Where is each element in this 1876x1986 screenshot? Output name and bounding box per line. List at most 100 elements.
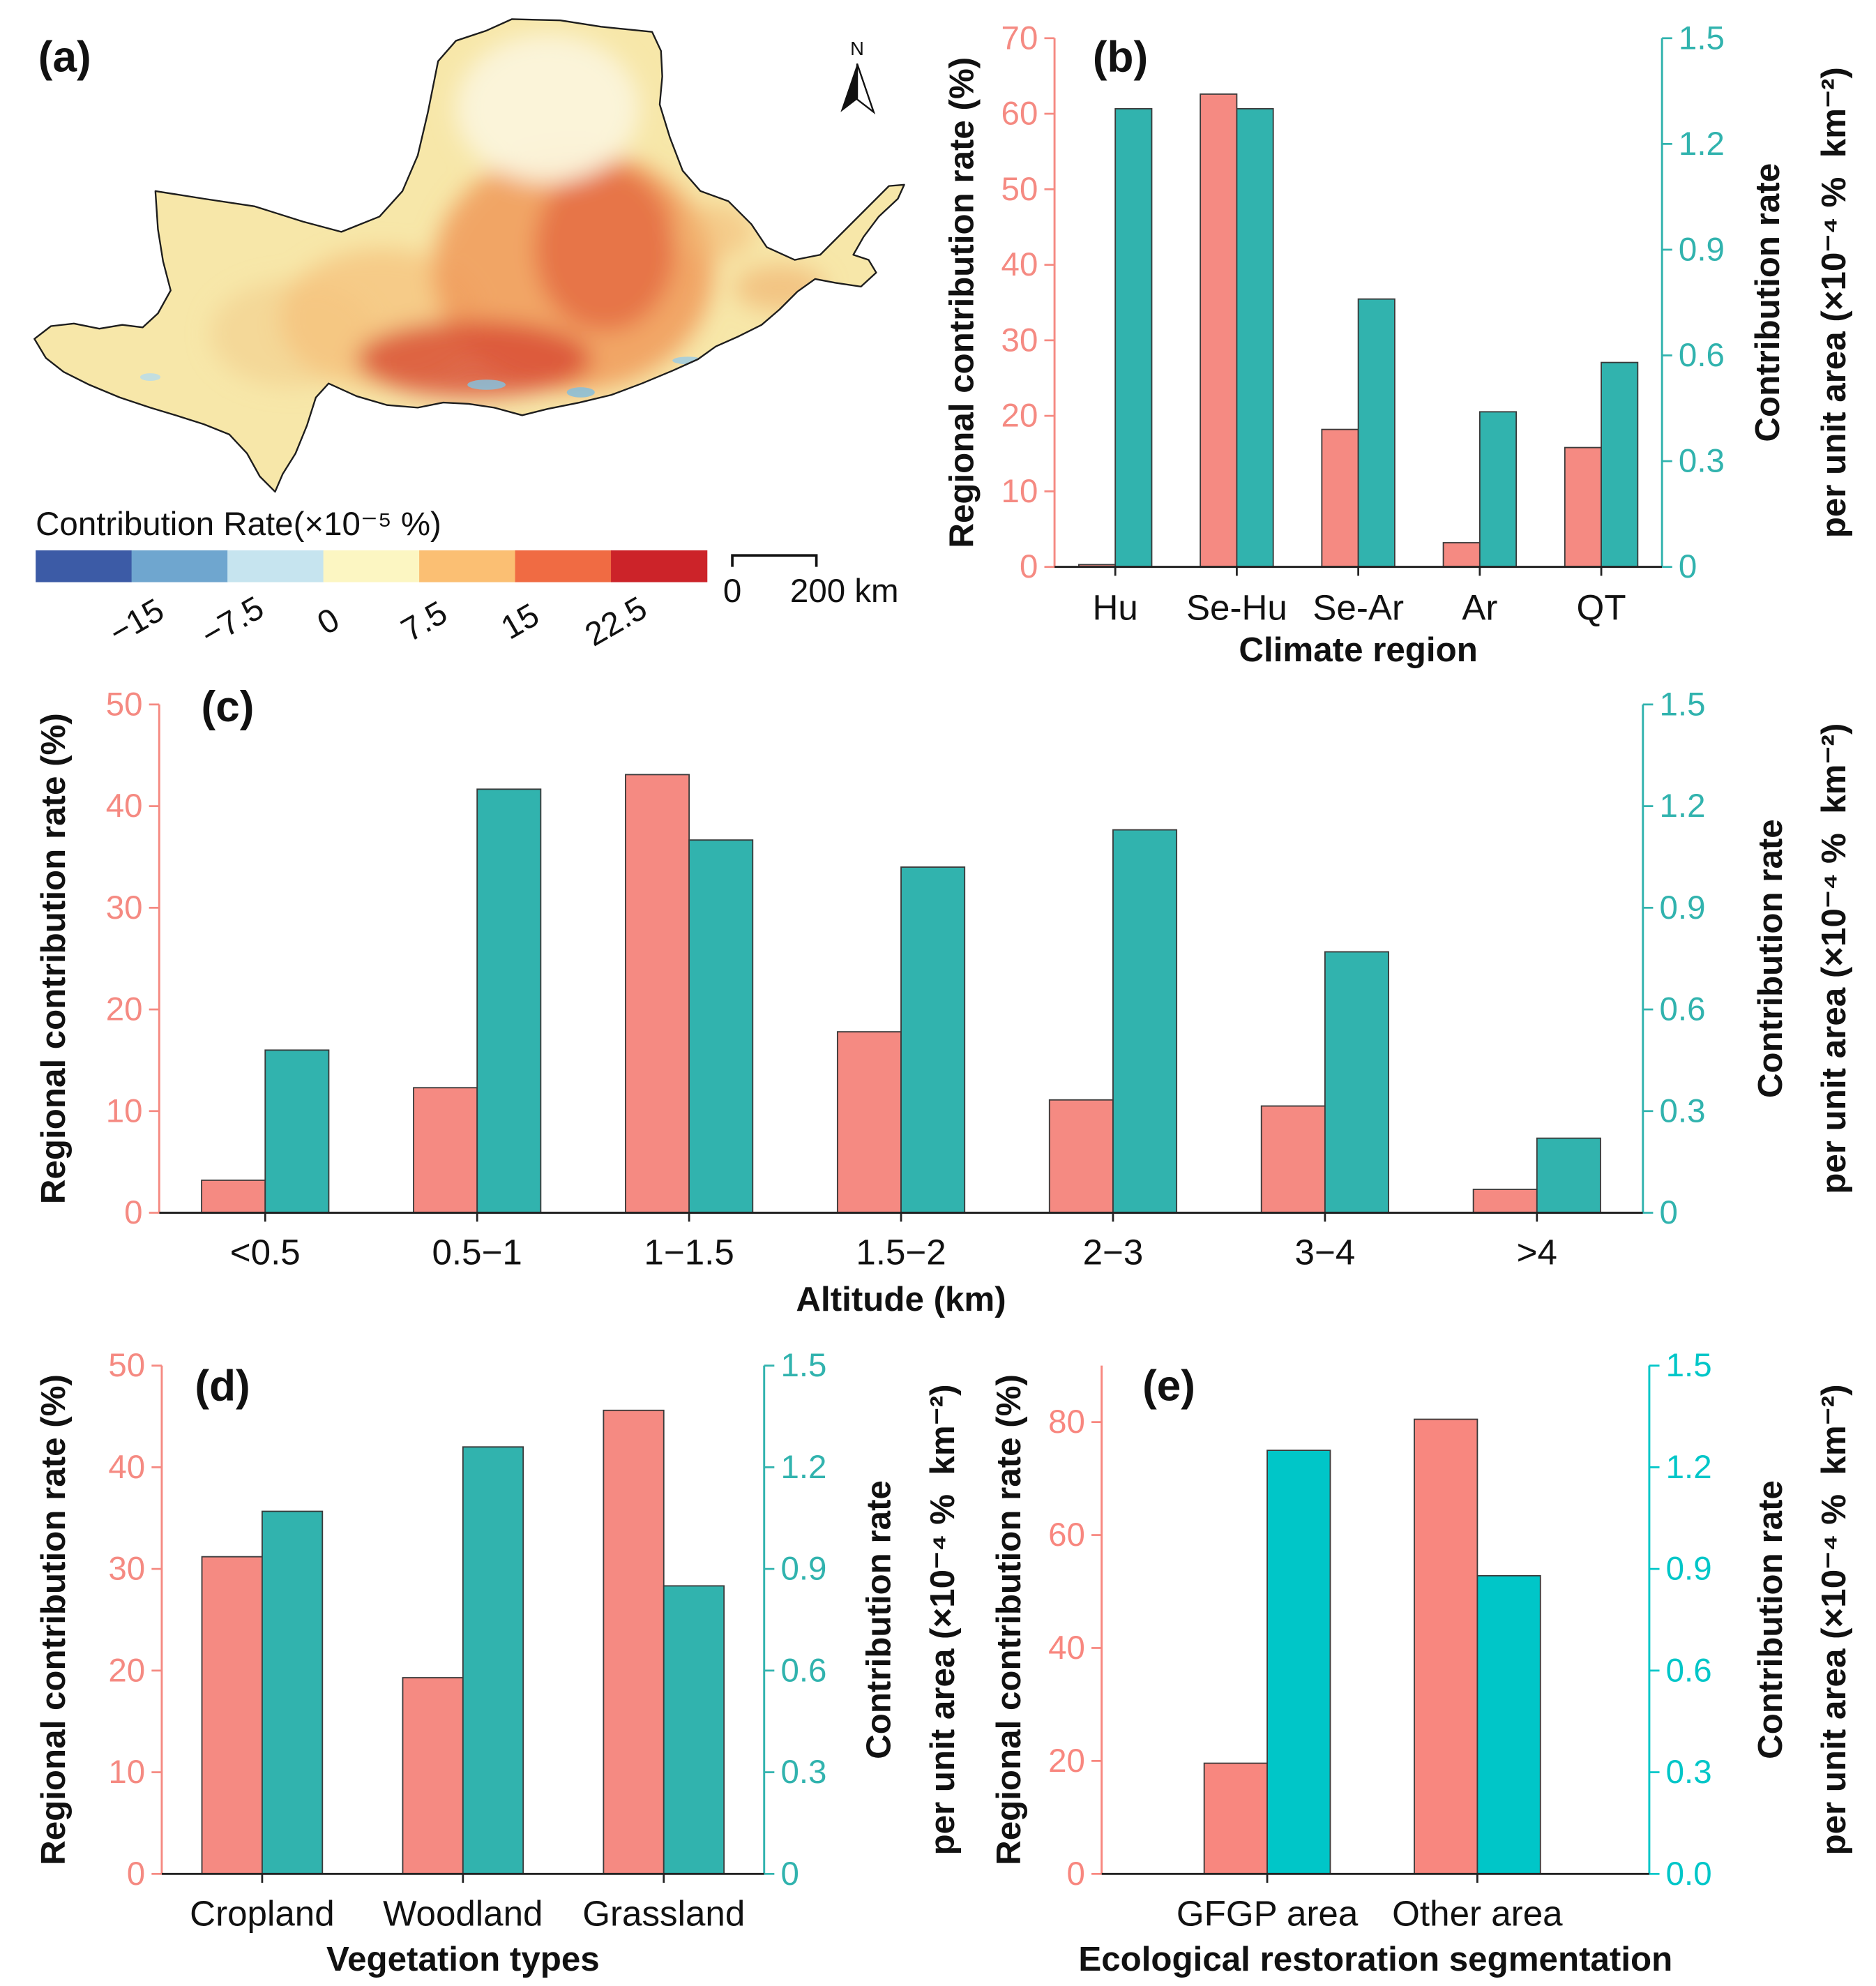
category-label: <0.5 (230, 1233, 301, 1272)
right-y-tick-label: 1.5 (780, 1347, 826, 1384)
colorbar-segment (323, 550, 420, 582)
bar-regional-contribution-rate (201, 1179, 266, 1214)
north-label: N (850, 38, 864, 59)
bar-regional-contribution-rate (603, 1409, 665, 1875)
category-label: 2−3 (1083, 1233, 1144, 1272)
right-y-tick-label: 0.9 (1679, 231, 1725, 268)
bar-regional-contribution-rate (1048, 1099, 1114, 1214)
scale-bar-start-label: 0 (723, 573, 741, 610)
north-arrow-right-half (856, 63, 876, 115)
right-y-tick-label: 0.0 (1666, 1856, 1712, 1893)
x-axis-label: Altitude (km) (796, 1280, 1006, 1318)
right-y-tick-label: 0.6 (780, 1652, 826, 1689)
bar-contribution-rate-per-unit-area (1601, 361, 1639, 568)
bar-contribution-rate-per-unit-area (688, 839, 754, 1214)
map-shading-east-lobe (733, 264, 826, 311)
right-y-tick-label: 0.3 (1666, 1754, 1712, 1791)
right-y-tick-label: 1.2 (1666, 1449, 1712, 1486)
right-y-tick-label: 1.2 (1679, 126, 1725, 163)
panel-label: (e) (1142, 1362, 1195, 1410)
colorbar-tick-label: 22.5 (579, 589, 653, 654)
panel-e-restoration-chart: GFGP area Other area 0 20 40 60 80 0.0 0.3 0.6 0.9… (990, 1347, 1853, 1978)
right-y-tick-label: 0.6 (1679, 337, 1725, 374)
right-y-tick-label: 0.9 (780, 1551, 826, 1588)
category-label: 3−4 (1295, 1233, 1356, 1272)
right-y-tick-label: 0.3 (1660, 1092, 1706, 1129)
map-shading-negative (566, 387, 595, 398)
north-arrow-icon: N (840, 38, 876, 115)
right-y-tick-label: 0 (1679, 548, 1697, 585)
left-y-tick-label: 40 (1001, 246, 1038, 283)
map-shading-south-high (356, 321, 591, 398)
bar-contribution-rate-per-unit-area (1114, 107, 1153, 568)
bar-contribution-rate-per-unit-area (476, 788, 542, 1214)
right-y-axis-label: Contribution rate (1751, 1480, 1790, 1759)
right-y-tick-label: 1.2 (780, 1449, 826, 1486)
left-y-tick-label: 30 (1001, 322, 1038, 359)
bar-regional-contribution-rate (1414, 1418, 1478, 1875)
bar-contribution-rate-per-unit-area (663, 1585, 725, 1875)
colorbar-tick-label: 7.5 (395, 594, 454, 649)
right-y-axis-label: per unit area (×10⁻⁴ % km⁻²) (923, 1384, 962, 1855)
bar-regional-contribution-rate (1260, 1105, 1326, 1214)
category-label: Cropland (190, 1893, 334, 1933)
map-shading-east (672, 204, 755, 260)
left-y-tick-label: 10 (106, 1092, 143, 1129)
right-y-tick-label: 0 (1660, 1194, 1678, 1231)
panel-label: (d) (195, 1362, 250, 1410)
left-y-tick-label: 10 (108, 1754, 145, 1791)
left-y-tick-label: 20 (1048, 1743, 1085, 1780)
bar-contribution-rate-per-unit-area (1476, 1574, 1541, 1875)
category-label: 1−1.5 (644, 1233, 734, 1272)
left-y-tick-label: 40 (108, 1449, 145, 1486)
scale-bar-end-label: 200 km (790, 573, 899, 610)
panel-c-altitude-chart: <0.5 0.5−1 1−1.5 1.5−2 2−3 3−4 >4 0 10 20 30 40 50 0 0… (34, 683, 1853, 1318)
category-label: Ar (1462, 588, 1497, 628)
colorbar-tick-label: −7.5 (195, 589, 271, 654)
bar-regional-contribution-rate (1200, 93, 1238, 568)
right-y-axis-label: per unit area (×10⁻⁴ % km⁻²) (1815, 723, 1853, 1194)
left-y-tick-label: 80 (1048, 1404, 1085, 1440)
x-axis-label: Vegetation types (326, 1940, 600, 1978)
left-y-tick-label: 40 (1048, 1630, 1085, 1667)
bar-regional-contribution-rate (1203, 1762, 1268, 1875)
colorbar-segment (227, 550, 324, 582)
right-y-tick-label: 1.5 (1660, 686, 1706, 723)
panel-label: (a) (38, 33, 91, 82)
left-y-tick-label: 50 (106, 686, 143, 723)
north-arrow-left-half (840, 63, 858, 112)
colorbar-segment (611, 550, 708, 582)
right-y-axis-label: Contribution rate (1751, 819, 1790, 1098)
right-y-tick-label: 0.3 (780, 1754, 826, 1791)
bar-contribution-rate-per-unit-area (1236, 107, 1274, 568)
right-y-tick-label: 0.9 (1666, 1551, 1712, 1588)
bar-contribution-rate-per-unit-area (1536, 1137, 1601, 1214)
right-y-tick-label: 1.5 (1666, 1347, 1712, 1384)
bar-contribution-rate-per-unit-area (1357, 298, 1395, 568)
bar-regional-contribution-rate (1472, 1189, 1538, 1214)
colorbar-segment (131, 550, 228, 582)
right-y-tick-label: 0.6 (1660, 991, 1706, 1028)
category-label: 1.5−2 (856, 1233, 946, 1272)
colorbar-tick-label: 0 (311, 601, 345, 642)
left-y-tick-label: 30 (106, 889, 143, 926)
panel-label: (c) (202, 683, 255, 731)
right-y-tick-label: 0.9 (1660, 889, 1706, 926)
bar-contribution-rate-per-unit-area (900, 866, 966, 1214)
left-y-tick-label: 20 (106, 991, 143, 1028)
left-y-tick-label: 50 (108, 1347, 145, 1384)
colorbar-segment (36, 550, 133, 582)
right-y-tick-label: 0 (780, 1856, 799, 1893)
right-y-tick-label: 1.5 (1679, 20, 1725, 57)
x-axis-label: Climate region (1239, 631, 1477, 669)
right-y-axis-label: per unit area (×10⁻⁴ % km⁻²) (1815, 67, 1853, 538)
colorbar-segment (419, 550, 516, 582)
left-y-tick-label: 30 (108, 1551, 145, 1588)
bar-contribution-rate-per-unit-area (1266, 1450, 1331, 1875)
colorbar-segment (515, 550, 612, 582)
bar-contribution-rate-per-unit-area (261, 1510, 324, 1875)
bar-regional-contribution-rate (1442, 542, 1481, 568)
category-label: >4 (1517, 1233, 1557, 1272)
left-y-tick-label: 0 (124, 1194, 142, 1231)
bar-regional-contribution-rate (1564, 446, 1602, 568)
